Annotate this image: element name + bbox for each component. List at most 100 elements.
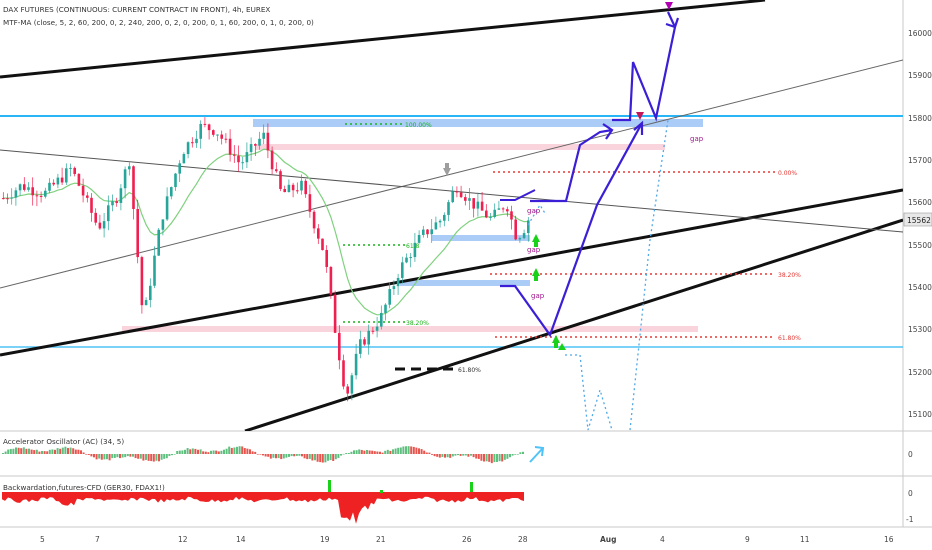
oscillator-bar	[277, 454, 280, 459]
oscillator-bar	[54, 449, 56, 454]
oscillator-bar	[290, 454, 293, 457]
oscillator-bar	[69, 447, 72, 454]
current-price-badge	[903, 212, 932, 227]
time-tick: 11	[800, 535, 810, 544]
oscillator-bar	[386, 449, 389, 454]
candle-body	[44, 190, 47, 197]
oscillator-bar	[181, 450, 184, 454]
oscillator-bar	[262, 454, 264, 456]
candle-body	[153, 255, 156, 286]
oscillator-bar	[41, 451, 43, 454]
oscillator-bar	[501, 454, 504, 462]
candle-body	[170, 187, 173, 197]
candle-body	[241, 162, 244, 164]
oscillator-bar	[449, 454, 452, 458]
candle-body	[522, 233, 526, 239]
candle-body	[39, 195, 43, 197]
oscillator-bar	[241, 446, 244, 454]
pink-zone-top	[255, 144, 665, 150]
oscillator-bar	[405, 446, 407, 454]
projection-path-a	[530, 128, 613, 203]
oscillator-bar	[368, 450, 371, 454]
grey-arrow-down	[443, 168, 451, 176]
oscillator-bar	[457, 454, 459, 456]
candle-body	[182, 154, 186, 164]
candle-body	[14, 190, 18, 198]
oscillator-bar	[298, 454, 301, 456]
oscillator-bar	[225, 448, 228, 454]
oscillator-bar	[303, 454, 306, 459]
oscillator-bar	[381, 452, 384, 454]
oscillator-bar	[288, 454, 290, 457]
candle-body	[98, 222, 102, 229]
oscillator-bar	[407, 446, 410, 454]
candle-body	[191, 142, 194, 144]
time-tick: 26	[462, 535, 472, 544]
candle-body	[128, 166, 131, 170]
price-tick: 15300	[908, 325, 932, 334]
price-tick: 15400	[908, 283, 932, 292]
oscillator-bar	[347, 453, 350, 454]
candle-body	[178, 163, 181, 174]
oscillator-bar	[483, 454, 485, 462]
oscillator-bar	[111, 454, 114, 459]
indicator-title: MTF-MA (close, 5, 2, 60, 200, 0, 2, 240,…	[3, 18, 314, 27]
oscillator-bar	[373, 451, 376, 454]
candle-body	[472, 198, 475, 209]
oscillator-bar	[48, 449, 51, 454]
oscillator-bar	[428, 452, 431, 454]
oscillator-bar	[355, 450, 358, 454]
oscillator-bar	[168, 454, 171, 456]
oscillator-bar	[204, 451, 207, 454]
candle-body	[422, 229, 425, 235]
mid-channel-line	[0, 188, 903, 357]
oscillator-bar	[454, 454, 457, 456]
candle-body	[514, 219, 517, 240]
oscillator-bar	[366, 449, 368, 454]
oscillator-bar	[324, 454, 327, 463]
oscillator-bar	[254, 451, 257, 454]
oscillator-bar	[392, 449, 394, 454]
candle-body	[107, 205, 110, 222]
oscillator-bar	[90, 454, 93, 457]
fib-618-bottom-label: 61.80%	[458, 367, 481, 374]
candle-body	[283, 188, 286, 193]
oscillator-bar	[85, 454, 88, 455]
candle-body	[174, 173, 177, 188]
oscillator-bar	[425, 452, 428, 454]
green-arrow-up	[552, 335, 560, 343]
oscillator-arrow	[529, 447, 544, 463]
fib-618-right-label: 61.80%	[778, 335, 801, 342]
candle-body	[149, 285, 152, 301]
oscillator-bar	[319, 454, 322, 463]
oscillator-bar	[438, 454, 441, 458]
oscillator-bar	[503, 454, 506, 460]
blue-zone-low	[400, 280, 530, 286]
oscillator-bar	[116, 454, 119, 458]
candle-body	[216, 134, 219, 136]
oscillator-bar	[389, 450, 392, 454]
oscillator-bar	[314, 454, 316, 461]
candle-body	[165, 196, 169, 220]
oscillator-bar	[121, 454, 124, 458]
oscillator-bar	[412, 446, 415, 454]
candle-body	[56, 177, 60, 185]
blue-zone-mid	[432, 235, 530, 241]
green-arrow-up	[532, 234, 540, 242]
oscillator-bar	[516, 454, 519, 455]
oscillator-bar	[371, 450, 374, 454]
time-tick: 28	[518, 535, 528, 544]
price-axis: 16000 15900 15800 15700 15600 15500 1540…	[903, 29, 932, 419]
oscillator-bar	[360, 449, 363, 454]
candle-body	[237, 155, 240, 163]
oscillator-bar	[210, 450, 212, 454]
oscillator-bar	[165, 454, 168, 459]
oscillator-bar	[163, 454, 166, 459]
gap-label: gap	[527, 246, 541, 254]
oscillator-bar	[342, 453, 345, 455]
oscillator-bar	[345, 453, 348, 454]
candle-body	[384, 304, 387, 313]
candle-body	[212, 130, 215, 135]
oscillator-bar	[332, 454, 335, 461]
candle-body	[207, 124, 211, 131]
